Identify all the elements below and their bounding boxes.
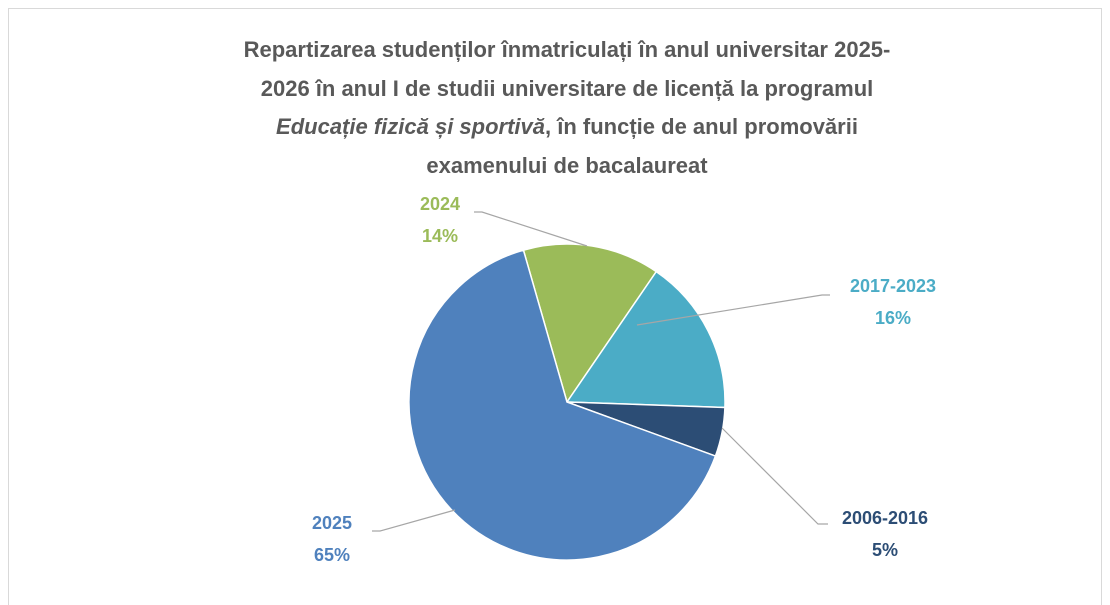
pie-slice [408, 249, 717, 561]
chart-title: examenului de bacalaureat [426, 153, 708, 178]
leader-line [474, 211, 588, 247]
value-label: 5% [872, 540, 898, 560]
leader-line [372, 509, 456, 532]
chart-title: Educație fizică și sportivă, în funcție … [276, 114, 858, 139]
category-label: 2006-2016 [842, 508, 928, 528]
value-label: 14% [422, 226, 458, 246]
chart-title: Repartizarea studenților înmatriculați î… [244, 37, 891, 62]
value-label: 65% [314, 545, 350, 565]
leader-line [636, 294, 830, 326]
category-label: 2017-2023 [850, 276, 936, 296]
category-label: 2025 [312, 513, 352, 533]
category-label: 2024 [420, 194, 460, 214]
leader-line [721, 427, 828, 525]
chart-title: 2026 în anul I de studii universitare de… [261, 76, 874, 101]
chart-title: Educație fizică și sportivă [276, 114, 545, 139]
pie-slice [522, 243, 658, 404]
value-label: 16% [875, 308, 911, 328]
pie-slice [565, 270, 726, 409]
chart-title: , în funcție de anul promovării [545, 114, 858, 139]
